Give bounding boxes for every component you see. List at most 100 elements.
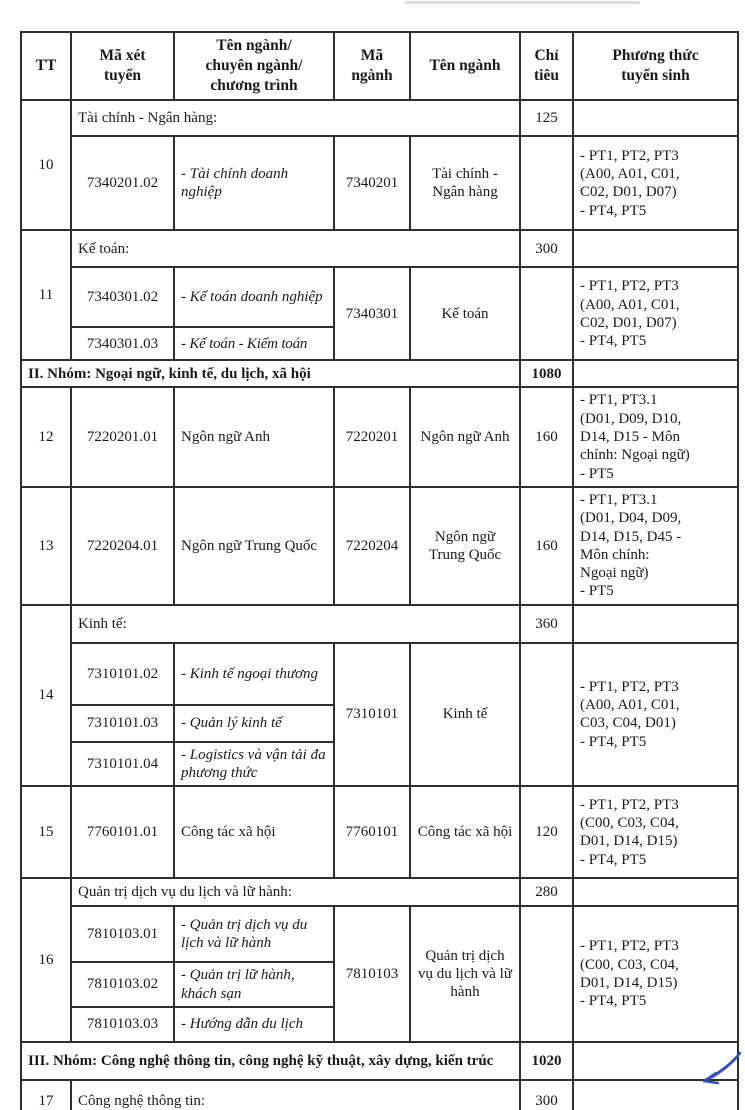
row14-sub3-name: - Logistics và vận tải đa phương thức [173, 740, 335, 788]
row11-group-label: Kế toán: [70, 229, 521, 269]
row16-group-quota: 280 [519, 877, 574, 908]
row16-sub2-name: - Quản trị lữ hành, khách sạn [173, 961, 335, 1008]
header-cell-program: Tên ngành/ chuyên ngành/ chương trình [173, 30, 335, 102]
row14-major-code: 7310101 [333, 641, 411, 788]
row12-tt: 12 [20, 386, 72, 488]
row-14-group: 14 Kinh tế: 360 [20, 603, 739, 788]
header-row: TT Mã xét tuyển Tên ngành/ chuyên ngành/… [20, 30, 739, 102]
row17-methods-empty [572, 1078, 739, 1110]
row16-sub3-code: 7810103.03 [70, 1005, 175, 1043]
row-11-sub-2: 7340301.03 - Kế toán - Kiểm toán [21, 326, 738, 362]
row-11-sub-1: 7340301.02 - Kế toán doanh nghiệp 734030… [21, 266, 739, 362]
row12-major-name: Ngôn ngữ Anh [409, 386, 521, 488]
row15-methods: - PT1, PT2, PT3 (C00, C03, C04, D01, D14… [572, 785, 739, 880]
row16-sub2-code: 7810103.02 [70, 961, 175, 1008]
row14-group-methods-empty [572, 603, 739, 644]
row-14-sub-2: 7310101.03 - Quản lý kinh tế [21, 703, 738, 743]
row17-group-quota: 300 [519, 1078, 574, 1110]
row16-group-label: Quản trị dịch vụ du lịch và lữ hành: [70, 877, 521, 908]
row-10-sub-1: 7340201.02 - Tài chính doanh nghiệp 7340… [21, 135, 739, 232]
section2-label: II. Nhóm: Ngoại ngữ, kinh tế, du lịch, x… [20, 359, 521, 389]
row14-sub1-code: 7310101.02 [70, 641, 175, 706]
header-cell-admission-code: Mã xét tuyển [70, 30, 175, 102]
row12-major-code: 7220201 [333, 386, 411, 488]
row11-sub1-name: - Kế toán doanh nghiệp [173, 266, 335, 329]
row14-group-quota: 360 [519, 603, 574, 644]
row10-major-code: 7340201 [333, 135, 411, 232]
row12-code: 7220201.01 [70, 386, 175, 488]
row14-sub3-code: 7310101.04 [70, 740, 175, 788]
row13-code: 7220204.01 [70, 485, 175, 606]
row-16-sub-1: 7810103.01 - Quản trị dịch vụ du lịch và… [21, 905, 739, 1043]
row14-tt: 14 [20, 603, 72, 788]
row10-sub1-code: 7340201.02 [70, 135, 175, 232]
header-cell-major-name: Tên ngành [409, 30, 521, 102]
row11-sub2-name: - Kế toán - Kiểm toán [173, 326, 335, 362]
row-15: 15 7760101.01 Công tác xã hội 7760101 Cô… [20, 785, 739, 880]
row-10-group: 10 Tài chính - Ngân hàng: 125 [20, 99, 739, 232]
row15-quota: 120 [519, 785, 574, 880]
row12-quota: 160 [519, 386, 574, 488]
row16-group-methods-empty [572, 877, 739, 908]
row11-sub1-code: 7340301.02 [70, 266, 175, 329]
row10-methods: - PT1, PT2, PT3 (A00, A01, C01, C02, D01… [572, 135, 739, 232]
row10-tt: 10 [20, 99, 72, 232]
row16-sub1-name: - Quản trị dịch vụ du lịch và lữ hành [173, 905, 335, 964]
row10-group-quota: 125 [519, 99, 574, 138]
row-17: 17 Công nghệ thông tin: 300 [20, 1078, 739, 1110]
row16-sub1-code: 7810103.01 [70, 905, 175, 964]
header-cell-methods: Phương thức tuyển sinh [572, 30, 739, 102]
row16-major-code: 7810103 [333, 905, 411, 1043]
row13-major-name: Ngôn ngữ Trung Quốc [409, 485, 521, 606]
row-16-sub-2: 7810103.02 - Quản trị lữ hành, khách sạn [21, 961, 738, 1008]
row15-tt: 15 [20, 785, 72, 880]
row15-code: 7760101.01 [70, 785, 175, 880]
row11-major-name: Kế toán [409, 266, 521, 362]
row13-program: Ngôn ngữ Trung Quốc [173, 485, 335, 606]
row-11-group: 11 Kế toán: 300 [20, 229, 739, 362]
row11-sub2-code: 7340301.03 [70, 326, 175, 362]
row10-group-methods-empty [572, 99, 739, 138]
section3-label: III. Nhóm: Công nghệ thông tin, công ngh… [20, 1040, 521, 1081]
pen-mark-icon [702, 1051, 742, 1085]
row10-quota-empty [519, 135, 574, 232]
row13-major-code: 7220204 [333, 485, 411, 606]
row14-sub2-code: 7310101.03 [70, 703, 175, 743]
row16-sub3-name: - Hướng dẫn du lịch [173, 1005, 335, 1043]
row11-tt: 11 [20, 229, 72, 362]
row14-quota-empty [519, 641, 574, 788]
row-16-group: 16 Quản trị dịch vụ du lịch và lữ hành: … [20, 877, 739, 1043]
row11-major-code: 7340301 [333, 266, 411, 362]
section2-quota: 1080 [519, 359, 574, 389]
section-row-2: II. Nhóm: Ngoại ngữ, kinh tế, du lịch, x… [20, 359, 739, 389]
row14-group-label: Kinh tế: [70, 603, 521, 644]
row15-major-code: 7760101 [333, 785, 411, 880]
scan-artifact [405, 1, 640, 4]
row-14-sub-3: 7310101.04 - Logistics và vận tải đa phư… [21, 740, 738, 788]
row11-methods: - PT1, PT2, PT3 (A00, A01, C01, C02, D01… [572, 266, 739, 362]
section2-methods-empty [572, 359, 739, 389]
row15-major-name: Công tác xã hội [409, 785, 521, 880]
row15-program: Công tác xã hội [173, 785, 335, 880]
header-cell-major-code: Mã ngành [333, 30, 411, 102]
row10-sub1-name: - Tài chính doanh nghiệp [173, 135, 335, 232]
row17-group-label: Công nghệ thông tin: [70, 1078, 521, 1110]
row13-tt: 13 [20, 485, 72, 606]
row16-quota-empty [519, 905, 574, 1043]
admissions-table: TT Mã xét tuyển Tên ngành/ chuyên ngành/… [20, 30, 739, 1110]
header-cell-tt: TT [20, 30, 72, 102]
row11-group-quota: 300 [519, 229, 574, 269]
row10-major-name: Tài chính - Ngân hàng [409, 135, 521, 232]
row-13: 13 7220204.01 Ngôn ngữ Trung Quốc 722020… [20, 485, 739, 606]
row10-group-label: Tài chính - Ngân hàng: [70, 99, 521, 138]
row11-quota-empty [519, 266, 574, 362]
row14-methods: - PT1, PT2, PT3 (A00, A01, C01, C03, C04… [572, 641, 739, 788]
header-cell-quota: Chỉ tiêu [519, 30, 574, 102]
row12-methods: - PT1, PT3.1 (D01, D09, D10, D14, D15 - … [572, 386, 739, 488]
section3-quota: 1020 [519, 1040, 574, 1081]
row17-tt: 17 [20, 1078, 72, 1110]
row13-quota: 160 [519, 485, 574, 606]
row14-major-name: Kinh tế [409, 641, 521, 788]
row-12: 12 7220201.01 Ngôn ngữ Anh 7220201 Ngôn … [20, 386, 739, 488]
